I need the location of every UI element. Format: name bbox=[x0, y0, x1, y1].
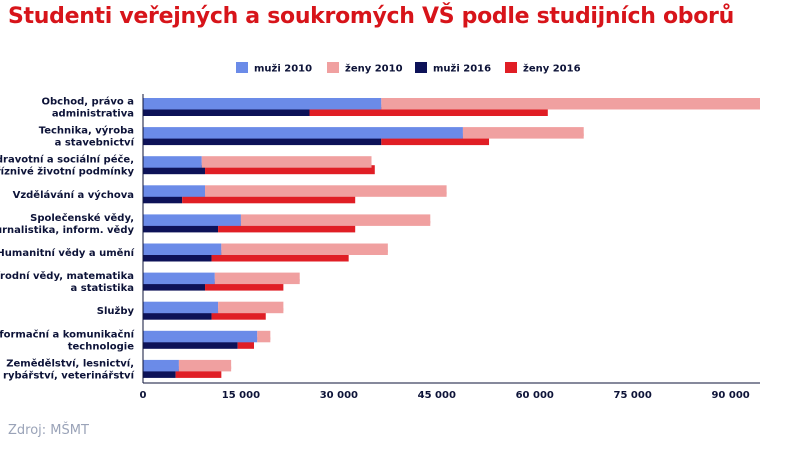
bar-1-muži-2016 bbox=[143, 136, 382, 146]
bar-2-ženy-2010 bbox=[201, 156, 372, 166]
bar-overlay-6-muži-2010 bbox=[143, 279, 215, 285]
bar-overlay-4-muži-2010 bbox=[143, 220, 241, 226]
legend-label-1: ženy 2010 bbox=[345, 63, 403, 75]
bar-overlay-3-muži-2010 bbox=[143, 191, 206, 197]
bar-5-ženy-2016 bbox=[211, 252, 349, 262]
bar-overlay-3-ženy-2010 bbox=[205, 191, 447, 197]
category-label-0-1: administrativa bbox=[52, 109, 134, 120]
category-label-1-1: a stavebnictví bbox=[55, 137, 135, 149]
bar-1-ženy-2010 bbox=[462, 127, 584, 137]
bar-6-ženy-2010 bbox=[214, 272, 300, 282]
legend-swatch-3 bbox=[505, 62, 517, 73]
x-tick-label-6: 90 000 bbox=[711, 390, 749, 401]
bar-5-ženy-2010 bbox=[221, 243, 388, 253]
bar-8-muži-2016 bbox=[143, 339, 238, 349]
bar-6-muži-2010 bbox=[143, 272, 215, 282]
bar-3-ženy-2016 bbox=[182, 194, 356, 204]
x-tick-label-0: 0 bbox=[140, 390, 147, 401]
category-label-4-1: žurnalistika, inform. vědy bbox=[0, 224, 134, 236]
legend-swatch-1 bbox=[327, 62, 339, 73]
x-tick-label-1: 15 000 bbox=[222, 390, 260, 401]
category-label-2-1: příznivé životní podmínky bbox=[0, 166, 134, 178]
bar-9-muži-2016 bbox=[143, 368, 176, 378]
bar-overlay-7-muži-2010 bbox=[143, 308, 219, 314]
bar-7-muži-2010 bbox=[143, 301, 219, 311]
bar-1-muži-2010 bbox=[143, 127, 463, 137]
bar-2-muži-2010 bbox=[143, 156, 202, 166]
bar-overlay-8-muži-2010 bbox=[143, 337, 258, 343]
category-label-6-0: Přírodní vědy, matematika bbox=[0, 270, 134, 282]
bar-4-ženy-2010 bbox=[240, 214, 431, 224]
bar-overlay-9-muži-2010 bbox=[143, 366, 179, 372]
bar-5-muži-2016 bbox=[143, 252, 212, 262]
legend-swatch-0 bbox=[236, 62, 248, 73]
chart-legend: muži 2010 ženy 2010 muži 2016 ženy 2016 bbox=[236, 62, 581, 75]
legend-label-0: muži 2010 bbox=[254, 63, 312, 75]
bar-5-muži-2010 bbox=[143, 243, 222, 253]
category-label-7-0: Služby bbox=[97, 305, 135, 317]
category-label-9-0: Zemědělství, lesnictví, bbox=[6, 357, 134, 369]
bar-0-ženy-2010 bbox=[381, 98, 760, 107]
x-tick-label-3: 45 000 bbox=[418, 390, 456, 401]
bar-6-muži-2016 bbox=[143, 281, 206, 291]
chart-bars bbox=[143, 98, 760, 378]
bar-2-ženy-2016 bbox=[205, 165, 375, 175]
bar-overlay-0-ženy-2010 bbox=[381, 104, 760, 110]
bar-overlay-8-ženy-2010 bbox=[257, 337, 271, 343]
category-label-5-0: Humanitní vědy a umění bbox=[0, 247, 135, 259]
bar-overlay-2-muži-2010 bbox=[143, 162, 202, 168]
bar-overlay-1-muži-2010 bbox=[143, 133, 463, 139]
bar-3-muži-2016 bbox=[143, 194, 183, 204]
x-tick-label-4: 60 000 bbox=[516, 390, 554, 401]
category-label-8-0: Informační a komunikační bbox=[0, 328, 135, 340]
bar-4-ženy-2016 bbox=[218, 223, 356, 233]
bar-0-muži-2016 bbox=[143, 107, 310, 116]
bar-3-muži-2010 bbox=[143, 185, 206, 195]
bar-0-muži-2010 bbox=[143, 98, 382, 107]
bar-0-ženy-2016 bbox=[309, 107, 548, 116]
source-note: Zdroj: MŠMT bbox=[8, 423, 89, 438]
bar-8-muži-2010 bbox=[143, 330, 258, 340]
bar-overlay-6-ženy-2010 bbox=[214, 279, 300, 285]
bar-7-ženy-2010 bbox=[218, 301, 284, 311]
category-label-0-0: Obchod, právo a bbox=[42, 96, 134, 108]
bar-7-muži-2016 bbox=[143, 310, 212, 320]
category-label-8-1: technologie bbox=[68, 341, 134, 352]
bar-9-ženy-2010 bbox=[178, 359, 232, 369]
bar-7-ženy-2016 bbox=[211, 310, 266, 320]
bar-overlay-4-ženy-2010 bbox=[240, 220, 431, 226]
x-tick-label-5: 75 000 bbox=[614, 390, 652, 401]
category-label-2-0: Zdravotní a sociální péče, bbox=[0, 154, 134, 166]
category-label-3-0: Vzdělávání a výchova bbox=[13, 189, 134, 201]
category-label-4-0: Společenské vědy, bbox=[30, 212, 134, 224]
category-label-1-0: Technika, výroba bbox=[39, 125, 134, 137]
bar-overlay-0-muži-2010 bbox=[143, 104, 382, 110]
x-tick-label-2: 30 000 bbox=[320, 390, 358, 401]
bar-4-muži-2010 bbox=[143, 214, 241, 224]
category-label-9-1: rybářství, veterinářství bbox=[3, 369, 135, 381]
category-label-6-1: a statistika bbox=[71, 283, 134, 294]
bar-9-muži-2010 bbox=[143, 359, 179, 369]
bar-3-ženy-2010 bbox=[205, 185, 447, 195]
chart-x-axis: 0 15 000 30 000 45 000 60 000 75 000 90 000 bbox=[140, 94, 760, 401]
bar-4-muži-2016 bbox=[143, 223, 219, 233]
bar-8-ženy-2016 bbox=[237, 339, 254, 349]
bar-9-ženy-2016 bbox=[175, 368, 222, 378]
bar-overlay-5-muži-2010 bbox=[143, 250, 222, 255]
bar-1-ženy-2016 bbox=[381, 136, 490, 146]
bar-overlay-9-ženy-2010 bbox=[178, 366, 232, 372]
bar-8-ženy-2010 bbox=[257, 330, 271, 340]
bar-overlay-1-ženy-2010 bbox=[462, 133, 584, 139]
bar-2-muži-2016 bbox=[143, 165, 206, 175]
bar-6-ženy-2016 bbox=[205, 281, 284, 291]
bar-overlay-2-ženy-2010 bbox=[201, 162, 372, 168]
legend-label-3: ženy 2016 bbox=[523, 63, 581, 75]
legend-swatch-2 bbox=[415, 62, 427, 73]
legend-label-2: muži 2016 bbox=[433, 63, 491, 75]
bar-overlay-7-ženy-2010 bbox=[218, 308, 284, 314]
page-title: Studenti veřejných a soukromých VŠ podle… bbox=[8, 4, 734, 29]
bar-overlay-5-ženy-2010 bbox=[221, 250, 388, 255]
